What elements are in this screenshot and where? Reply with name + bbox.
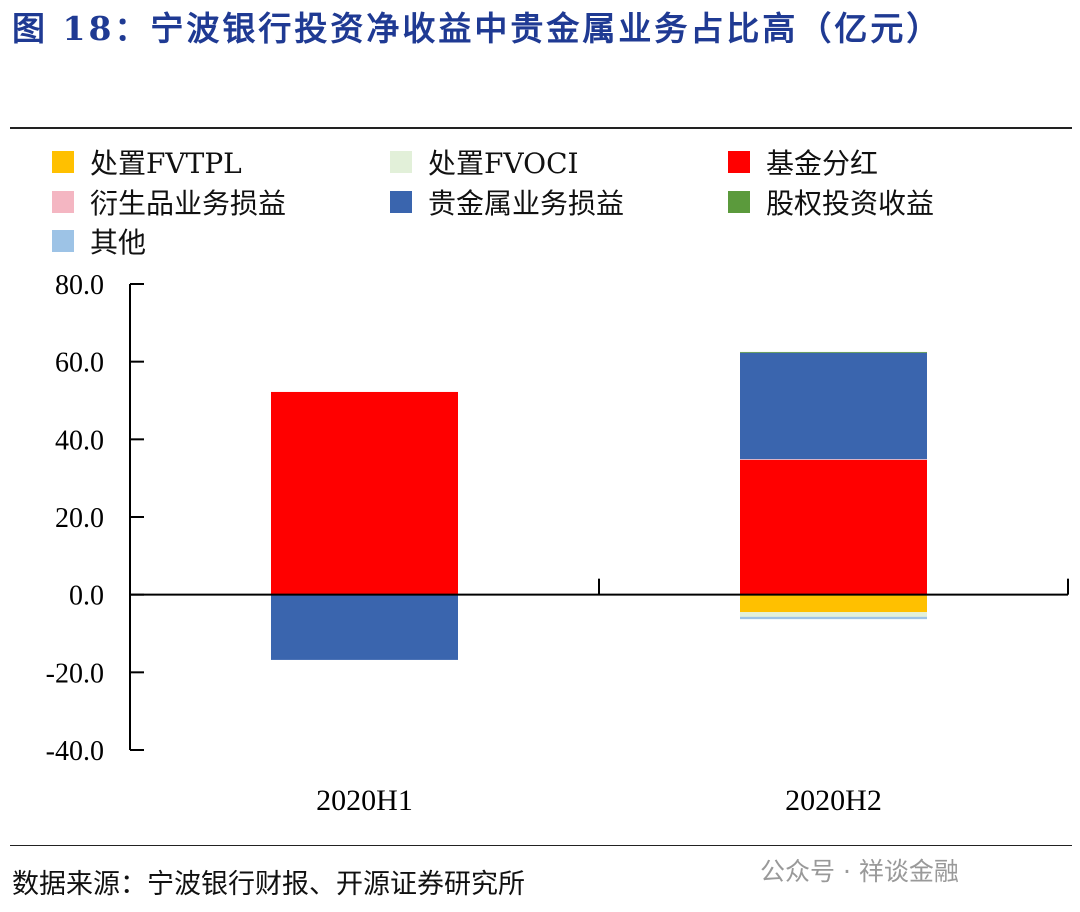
legend-item: 贵金属业务损益	[390, 182, 624, 222]
legend-item: 衍生品业务损益	[52, 182, 286, 222]
figure-title: 图 18：宁波银行投资净收益中贵金属业务占比高（亿元）	[12, 9, 943, 48]
legend-label: 处置FVOCI	[428, 147, 579, 180]
y-tick-label: 60.0	[55, 348, 104, 379]
y-tick-label: -20.0	[46, 658, 104, 689]
legend-label: 贵金属业务损益	[428, 187, 625, 220]
y-tick-label: 80.0	[55, 270, 104, 301]
bar-segment	[740, 612, 927, 617]
bar-segment	[271, 391, 458, 595]
bar-segment	[740, 594, 927, 613]
legend-swatch	[52, 230, 74, 252]
legend-label: 基金分红	[766, 147, 879, 180]
legend-item: 其他	[52, 221, 146, 261]
legend-item: 股权投资收益	[728, 182, 934, 222]
y-tick-label: 0.0	[69, 581, 104, 612]
source-note: 数据来源：宁波银行财报、开源证券研究所	[12, 869, 525, 900]
legend-item: 处置FVTPL	[52, 142, 242, 182]
watermark: 公众号 · 祥谈金融	[760, 857, 959, 886]
y-tick-label: 20.0	[55, 503, 104, 534]
x-tick-label: 2020H1	[316, 784, 413, 817]
legend-label: 处置FVTPL	[90, 147, 242, 180]
legend-swatch	[728, 151, 750, 173]
y-tick-label: 40.0	[55, 425, 104, 456]
legend-swatch	[52, 191, 74, 213]
legend-swatch	[390, 191, 412, 213]
y-tick-label: -40.0	[46, 736, 104, 767]
bottom-rule	[10, 845, 1072, 846]
legend-label: 股权投资收益	[766, 187, 935, 220]
legend-label: 其他	[90, 226, 147, 259]
legend-label: 衍生品业务损益	[90, 187, 287, 220]
bar-segment	[271, 594, 458, 660]
x-tick-label: 2020H2	[785, 784, 882, 817]
legend-item: 处置FVOCI	[390, 142, 579, 182]
bar-segment	[740, 351, 927, 353]
legend-item: 基金分红	[728, 142, 878, 182]
bar-segment	[740, 616, 927, 620]
bar-segment	[740, 459, 927, 460]
bar-segment	[740, 459, 927, 595]
legend-swatch	[728, 191, 750, 213]
bar-segment	[740, 352, 927, 460]
top-rule	[10, 127, 1072, 129]
legend-swatch	[52, 151, 74, 173]
legend-swatch	[390, 151, 412, 173]
